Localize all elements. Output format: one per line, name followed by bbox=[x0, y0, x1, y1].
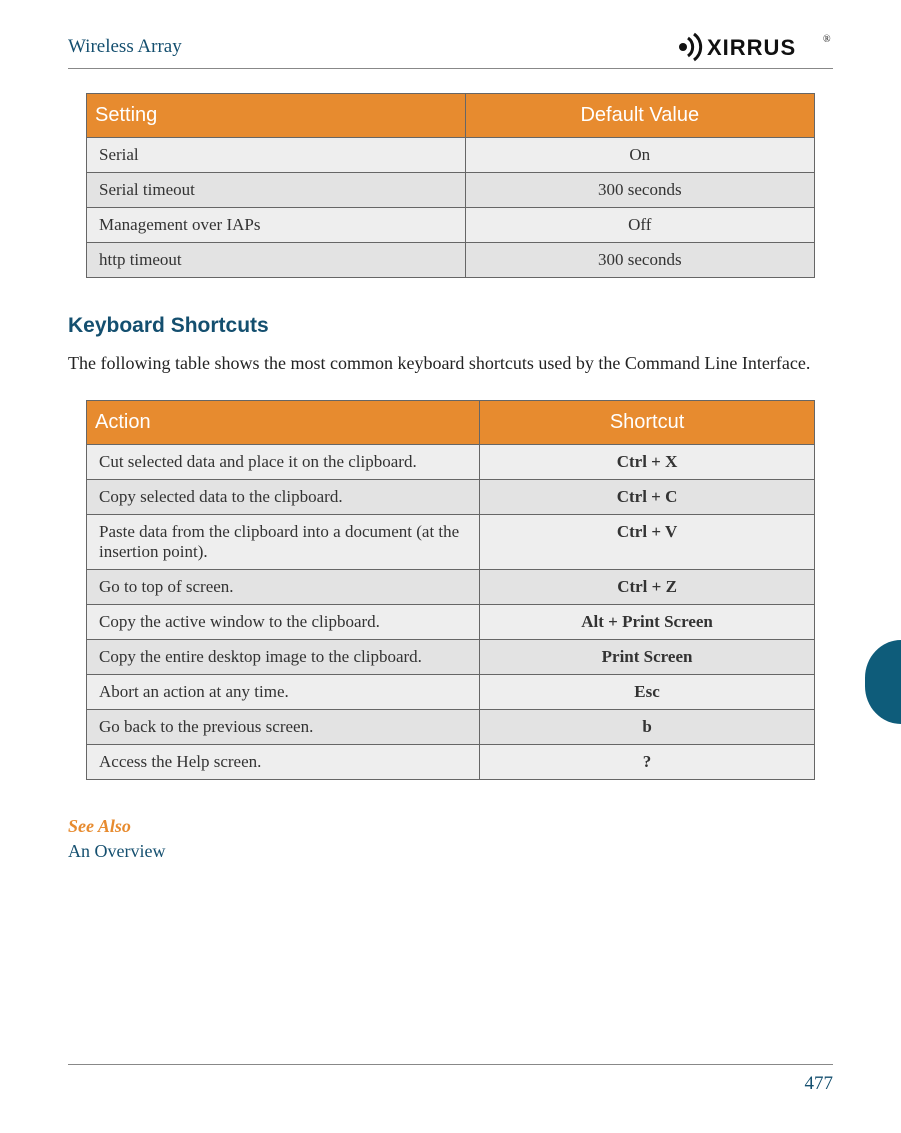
cell: Esc bbox=[480, 675, 815, 710]
table-row: Copy the active window to the clipboard.… bbox=[87, 605, 815, 640]
brand-logo: XIRRUS ® bbox=[673, 32, 833, 62]
cell: b bbox=[480, 710, 815, 745]
header-title: Wireless Array bbox=[68, 36, 182, 58]
cell: Serial timeout bbox=[87, 173, 466, 208]
col-header: Setting bbox=[87, 94, 466, 138]
cell: On bbox=[465, 138, 814, 173]
see-also-label: See Also bbox=[68, 816, 833, 837]
logo-text: XIRRUS bbox=[707, 35, 796, 60]
cell: Ctrl + Z bbox=[480, 570, 815, 605]
cell: Alt + Print Screen bbox=[480, 605, 815, 640]
cell: 300 seconds bbox=[465, 243, 814, 278]
cell: Access the Help screen. bbox=[87, 745, 480, 780]
section-text: The following table shows the most commo… bbox=[68, 346, 833, 380]
svg-text:®: ® bbox=[823, 34, 831, 45]
table-row: Management over IAPs Off bbox=[87, 208, 815, 243]
shortcuts-table: Action Shortcut Cut selected data and pl… bbox=[86, 400, 815, 780]
table-row: Abort an action at any time. Esc bbox=[87, 675, 815, 710]
cell: Ctrl + V bbox=[480, 515, 815, 570]
col-header: Shortcut bbox=[480, 401, 815, 445]
cell: Print Screen bbox=[480, 640, 815, 675]
cell: Serial bbox=[87, 138, 466, 173]
cell: Management over IAPs bbox=[87, 208, 466, 243]
cell: 300 seconds bbox=[465, 173, 814, 208]
page-footer: 477 bbox=[68, 1064, 833, 1095]
cell: Cut selected data and place it on the cl… bbox=[87, 445, 480, 480]
cell: Off bbox=[465, 208, 814, 243]
table-row: Serial timeout 300 seconds bbox=[87, 173, 815, 208]
table-row: Paste data from the clipboard into a doc… bbox=[87, 515, 815, 570]
table-header-row: Setting Default Value bbox=[87, 94, 815, 138]
page-number: 477 bbox=[805, 1073, 834, 1094]
table-row: Serial On bbox=[87, 138, 815, 173]
cell: http timeout bbox=[87, 243, 466, 278]
cell: Copy the entire desktop image to the cli… bbox=[87, 640, 480, 675]
cell: Ctrl + X bbox=[480, 445, 815, 480]
cell: Go back to the previous screen. bbox=[87, 710, 480, 745]
xirrus-logo-icon: XIRRUS ® bbox=[673, 32, 833, 62]
cell: Go to top of screen. bbox=[87, 570, 480, 605]
cell: Copy selected data to the clipboard. bbox=[87, 480, 480, 515]
page-header: Wireless Array XIRRUS ® bbox=[68, 32, 833, 69]
table-header-row: Action Shortcut bbox=[87, 401, 815, 445]
cell: Ctrl + C bbox=[480, 480, 815, 515]
table-row: Go to top of screen. Ctrl + Z bbox=[87, 570, 815, 605]
shortcuts-table-container: Action Shortcut Cut selected data and pl… bbox=[86, 400, 815, 780]
table-row: Copy the entire desktop image to the cli… bbox=[87, 640, 815, 675]
col-header: Default Value bbox=[465, 94, 814, 138]
table-row: Go back to the previous screen. b bbox=[87, 710, 815, 745]
table-row: Cut selected data and place it on the cl… bbox=[87, 445, 815, 480]
settings-table-container: Setting Default Value Serial On Serial t… bbox=[86, 93, 815, 278]
table-row: Copy selected data to the clipboard. Ctr… bbox=[87, 480, 815, 515]
section-heading: Keyboard Shortcuts bbox=[68, 314, 833, 338]
cell: Copy the active window to the clipboard. bbox=[87, 605, 480, 640]
col-header: Action bbox=[87, 401, 480, 445]
table-row: Access the Help screen. ? bbox=[87, 745, 815, 780]
cell: Abort an action at any time. bbox=[87, 675, 480, 710]
cell: Paste data from the clipboard into a doc… bbox=[87, 515, 480, 570]
see-also-link[interactable]: An Overview bbox=[68, 841, 833, 862]
cell: ? bbox=[480, 745, 815, 780]
settings-table: Setting Default Value Serial On Serial t… bbox=[86, 93, 815, 278]
table-row: http timeout 300 seconds bbox=[87, 243, 815, 278]
